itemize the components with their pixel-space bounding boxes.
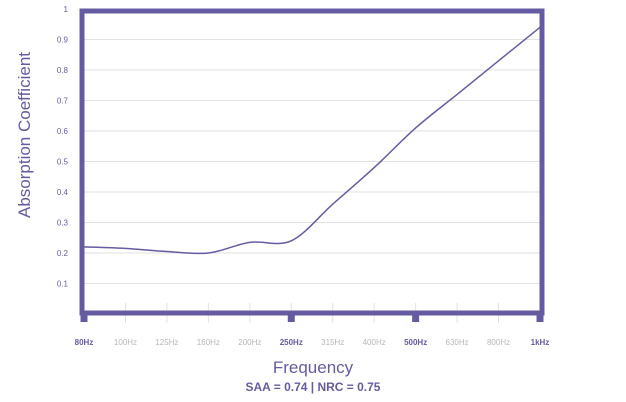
x-tick-label: 125Hz bbox=[155, 338, 178, 347]
y-tick-label: 1 bbox=[64, 5, 69, 14]
y-tick-label: 0.6 bbox=[57, 127, 69, 136]
x-tick-label: 250Hz bbox=[280, 338, 303, 347]
y-tick-label: 0.8 bbox=[57, 66, 69, 75]
y-tick-label: 0.3 bbox=[57, 219, 69, 228]
x-tick-label: 630Hz bbox=[446, 338, 469, 347]
chart-subtitle: SAA = 0.74 | NRC = 0.75 bbox=[245, 380, 381, 394]
y-tick-label: 0.2 bbox=[57, 249, 69, 258]
x-axis-title: Frequency bbox=[272, 358, 354, 377]
y-tick-label: 0.7 bbox=[57, 97, 69, 106]
absorption-curve bbox=[83, 26, 541, 255]
x-tick-label: 400Hz bbox=[363, 338, 386, 347]
plot-frame bbox=[79, 8, 545, 316]
y-axis-title: Absorption Coefficient bbox=[15, 52, 34, 219]
x-tick-label: 160Hz bbox=[197, 338, 220, 347]
x-tick-label: 80Hz bbox=[75, 338, 94, 347]
x-tick-label: 315Hz bbox=[321, 338, 344, 347]
y-tick-label: 0.1 bbox=[57, 280, 69, 289]
y-tick-label: 0.4 bbox=[57, 188, 69, 197]
y-tick-label: 0.9 bbox=[57, 36, 69, 45]
x-tick-label: 800Hz bbox=[487, 338, 510, 347]
x-tick-label: 500Hz bbox=[404, 338, 427, 347]
x-tick-label: 200Hz bbox=[238, 338, 261, 347]
x-tick-label: 1kHz bbox=[531, 338, 550, 347]
x-tick-label: 100Hz bbox=[114, 338, 137, 347]
y-tick-label: 0.5 bbox=[57, 158, 69, 167]
